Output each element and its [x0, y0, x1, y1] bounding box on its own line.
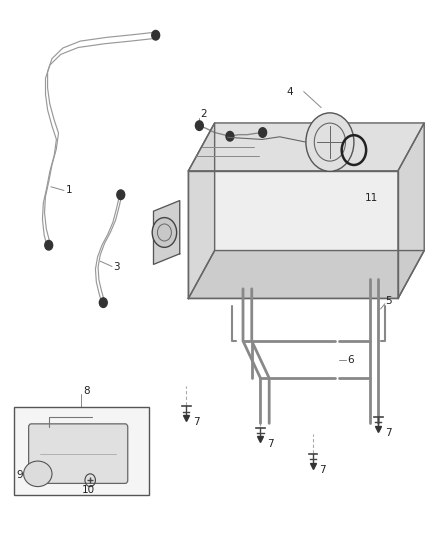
Circle shape	[195, 121, 203, 131]
Text: 8: 8	[84, 386, 90, 397]
Text: 11: 11	[365, 193, 378, 203]
Circle shape	[45, 240, 53, 250]
FancyBboxPatch shape	[14, 407, 149, 495]
Circle shape	[152, 217, 177, 247]
Text: 4: 4	[286, 86, 293, 96]
Circle shape	[226, 132, 234, 141]
Text: 7: 7	[267, 439, 274, 449]
Circle shape	[259, 128, 267, 138]
Text: 7: 7	[385, 428, 392, 438]
Text: 3: 3	[113, 262, 120, 271]
Text: 5: 5	[385, 296, 392, 306]
Text: 10: 10	[81, 485, 95, 495]
Text: 7: 7	[319, 465, 326, 475]
Text: 6: 6	[347, 354, 353, 365]
Text: 9: 9	[16, 470, 23, 480]
FancyBboxPatch shape	[28, 424, 128, 483]
Polygon shape	[153, 200, 180, 264]
Ellipse shape	[24, 461, 52, 487]
Polygon shape	[188, 123, 424, 171]
Circle shape	[306, 113, 354, 171]
Text: 7: 7	[193, 417, 199, 427]
Polygon shape	[398, 123, 424, 298]
Circle shape	[152, 30, 159, 40]
Polygon shape	[188, 123, 215, 298]
Text: 2: 2	[201, 109, 207, 119]
Circle shape	[99, 298, 107, 308]
Circle shape	[117, 190, 125, 199]
Polygon shape	[188, 251, 424, 298]
Polygon shape	[188, 171, 398, 298]
Text: 1: 1	[65, 185, 72, 196]
